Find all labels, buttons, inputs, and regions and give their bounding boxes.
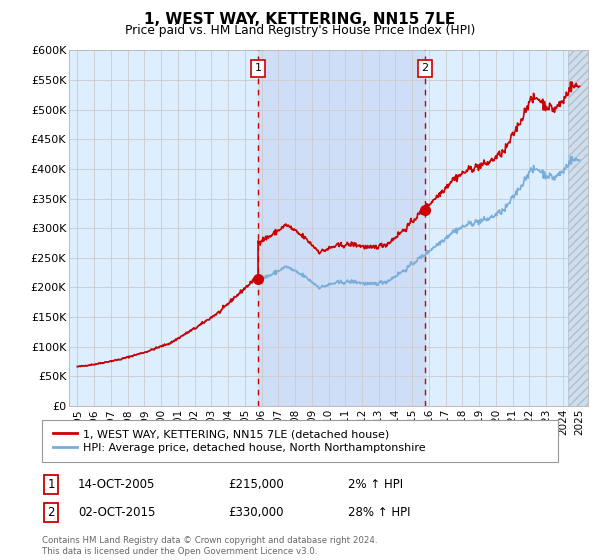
Text: Price paid vs. HM Land Registry's House Price Index (HPI): Price paid vs. HM Land Registry's House … [125, 24, 475, 37]
Text: 1, WEST WAY, KETTERING, NN15 7LE: 1, WEST WAY, KETTERING, NN15 7LE [145, 12, 455, 27]
FancyBboxPatch shape [42, 420, 558, 462]
Text: 2: 2 [421, 63, 428, 73]
Text: 02-OCT-2015: 02-OCT-2015 [78, 506, 155, 519]
Text: 28% ↑ HPI: 28% ↑ HPI [348, 506, 410, 519]
Bar [258, 50, 425, 406]
Text: 1: 1 [254, 63, 262, 73]
Text: £215,000: £215,000 [228, 478, 284, 491]
Text: 1: 1 [47, 478, 55, 491]
Text: 14-OCT-2005: 14-OCT-2005 [78, 478, 155, 491]
Text: 2: 2 [47, 506, 55, 519]
Legend: 1, WEST WAY, KETTERING, NN15 7LE (detached house), HPI: Average price, detached : 1, WEST WAY, KETTERING, NN15 7LE (detach… [53, 429, 425, 453]
Text: 2% ↑ HPI: 2% ↑ HPI [348, 478, 403, 491]
Text: £330,000: £330,000 [228, 506, 284, 519]
Text: Contains HM Land Registry data © Crown copyright and database right 2024.
This d: Contains HM Land Registry data © Crown c… [42, 536, 377, 556]
